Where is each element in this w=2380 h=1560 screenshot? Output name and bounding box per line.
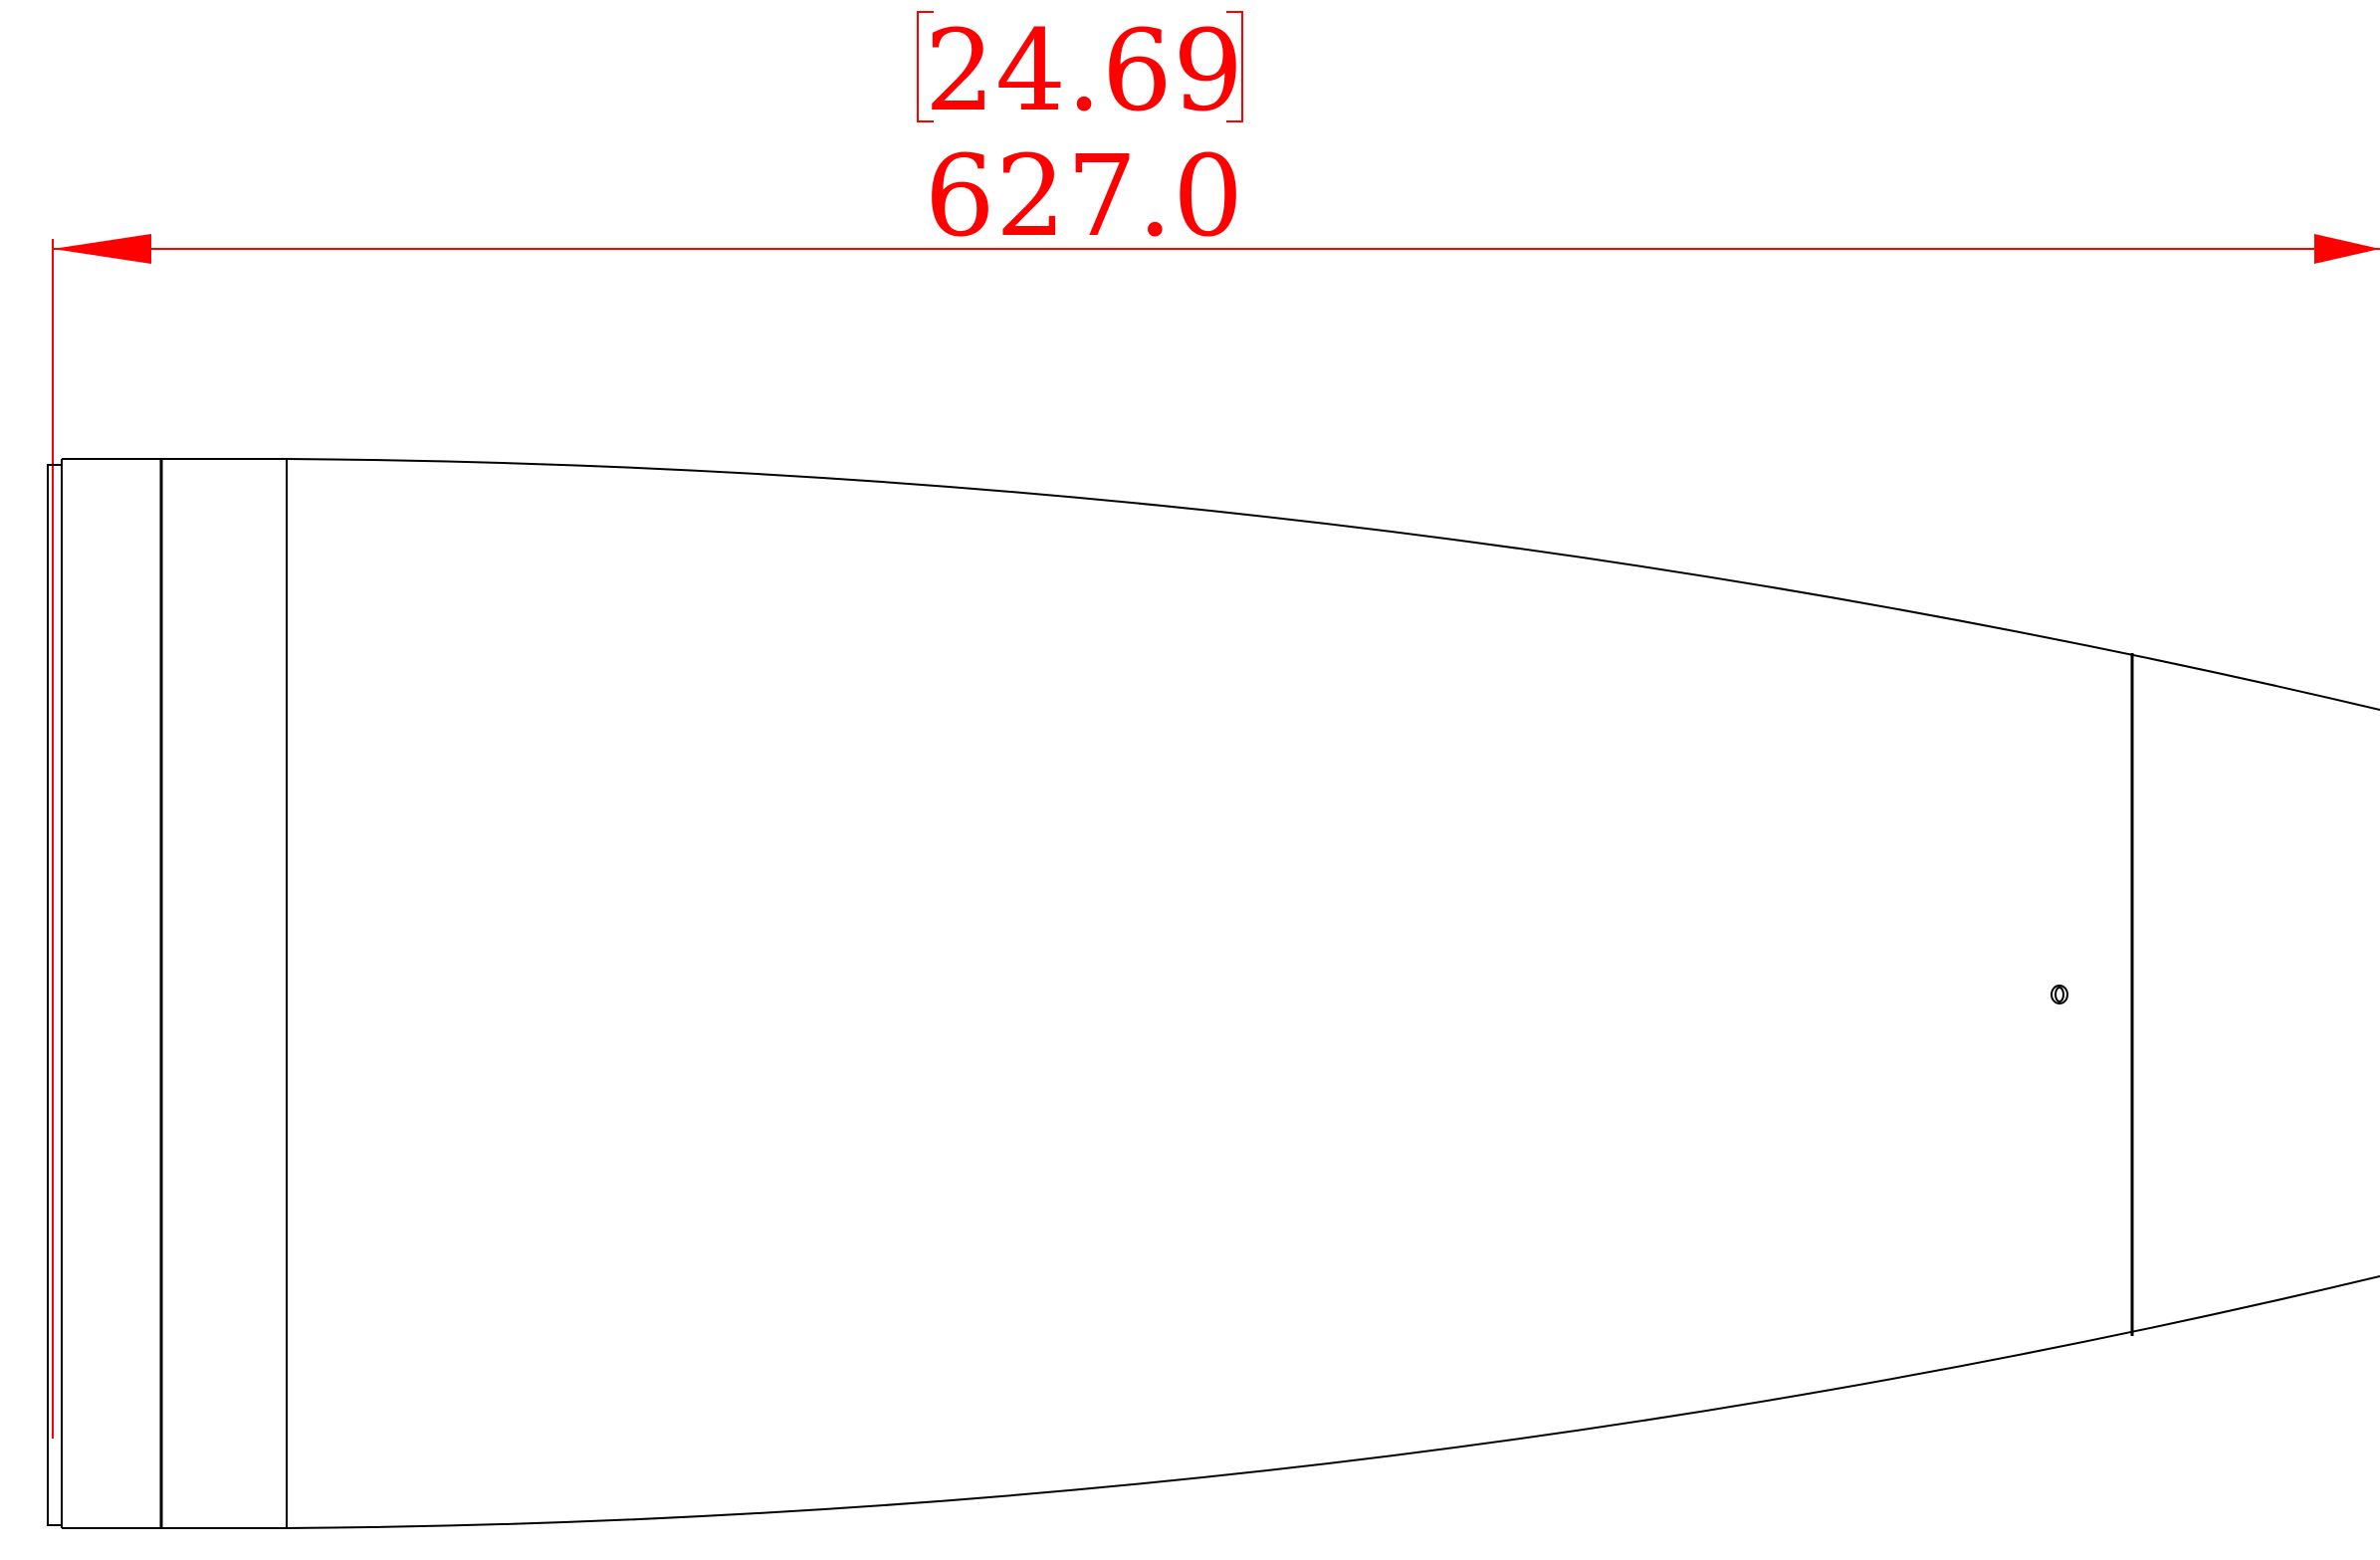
dimension-group: 24.69 627.0 <box>52 7 2380 1439</box>
part-outline <box>47 458 2380 1529</box>
arrowhead-left <box>53 234 151 264</box>
bracket-left <box>917 11 934 122</box>
bracket-right <box>1226 11 1243 122</box>
hole-marker-inner <box>2055 987 2064 1003</box>
hole-marker-outer <box>2051 985 2068 1004</box>
arrowhead-right <box>2314 234 2380 264</box>
body-curve-bottom <box>286 1275 2380 1529</box>
dimension-inches: 24.69 <box>925 7 1244 136</box>
dimension-millimeters: 627.0 <box>925 132 1244 262</box>
body-curve-top <box>286 458 2380 711</box>
flange-lip <box>47 464 63 1526</box>
